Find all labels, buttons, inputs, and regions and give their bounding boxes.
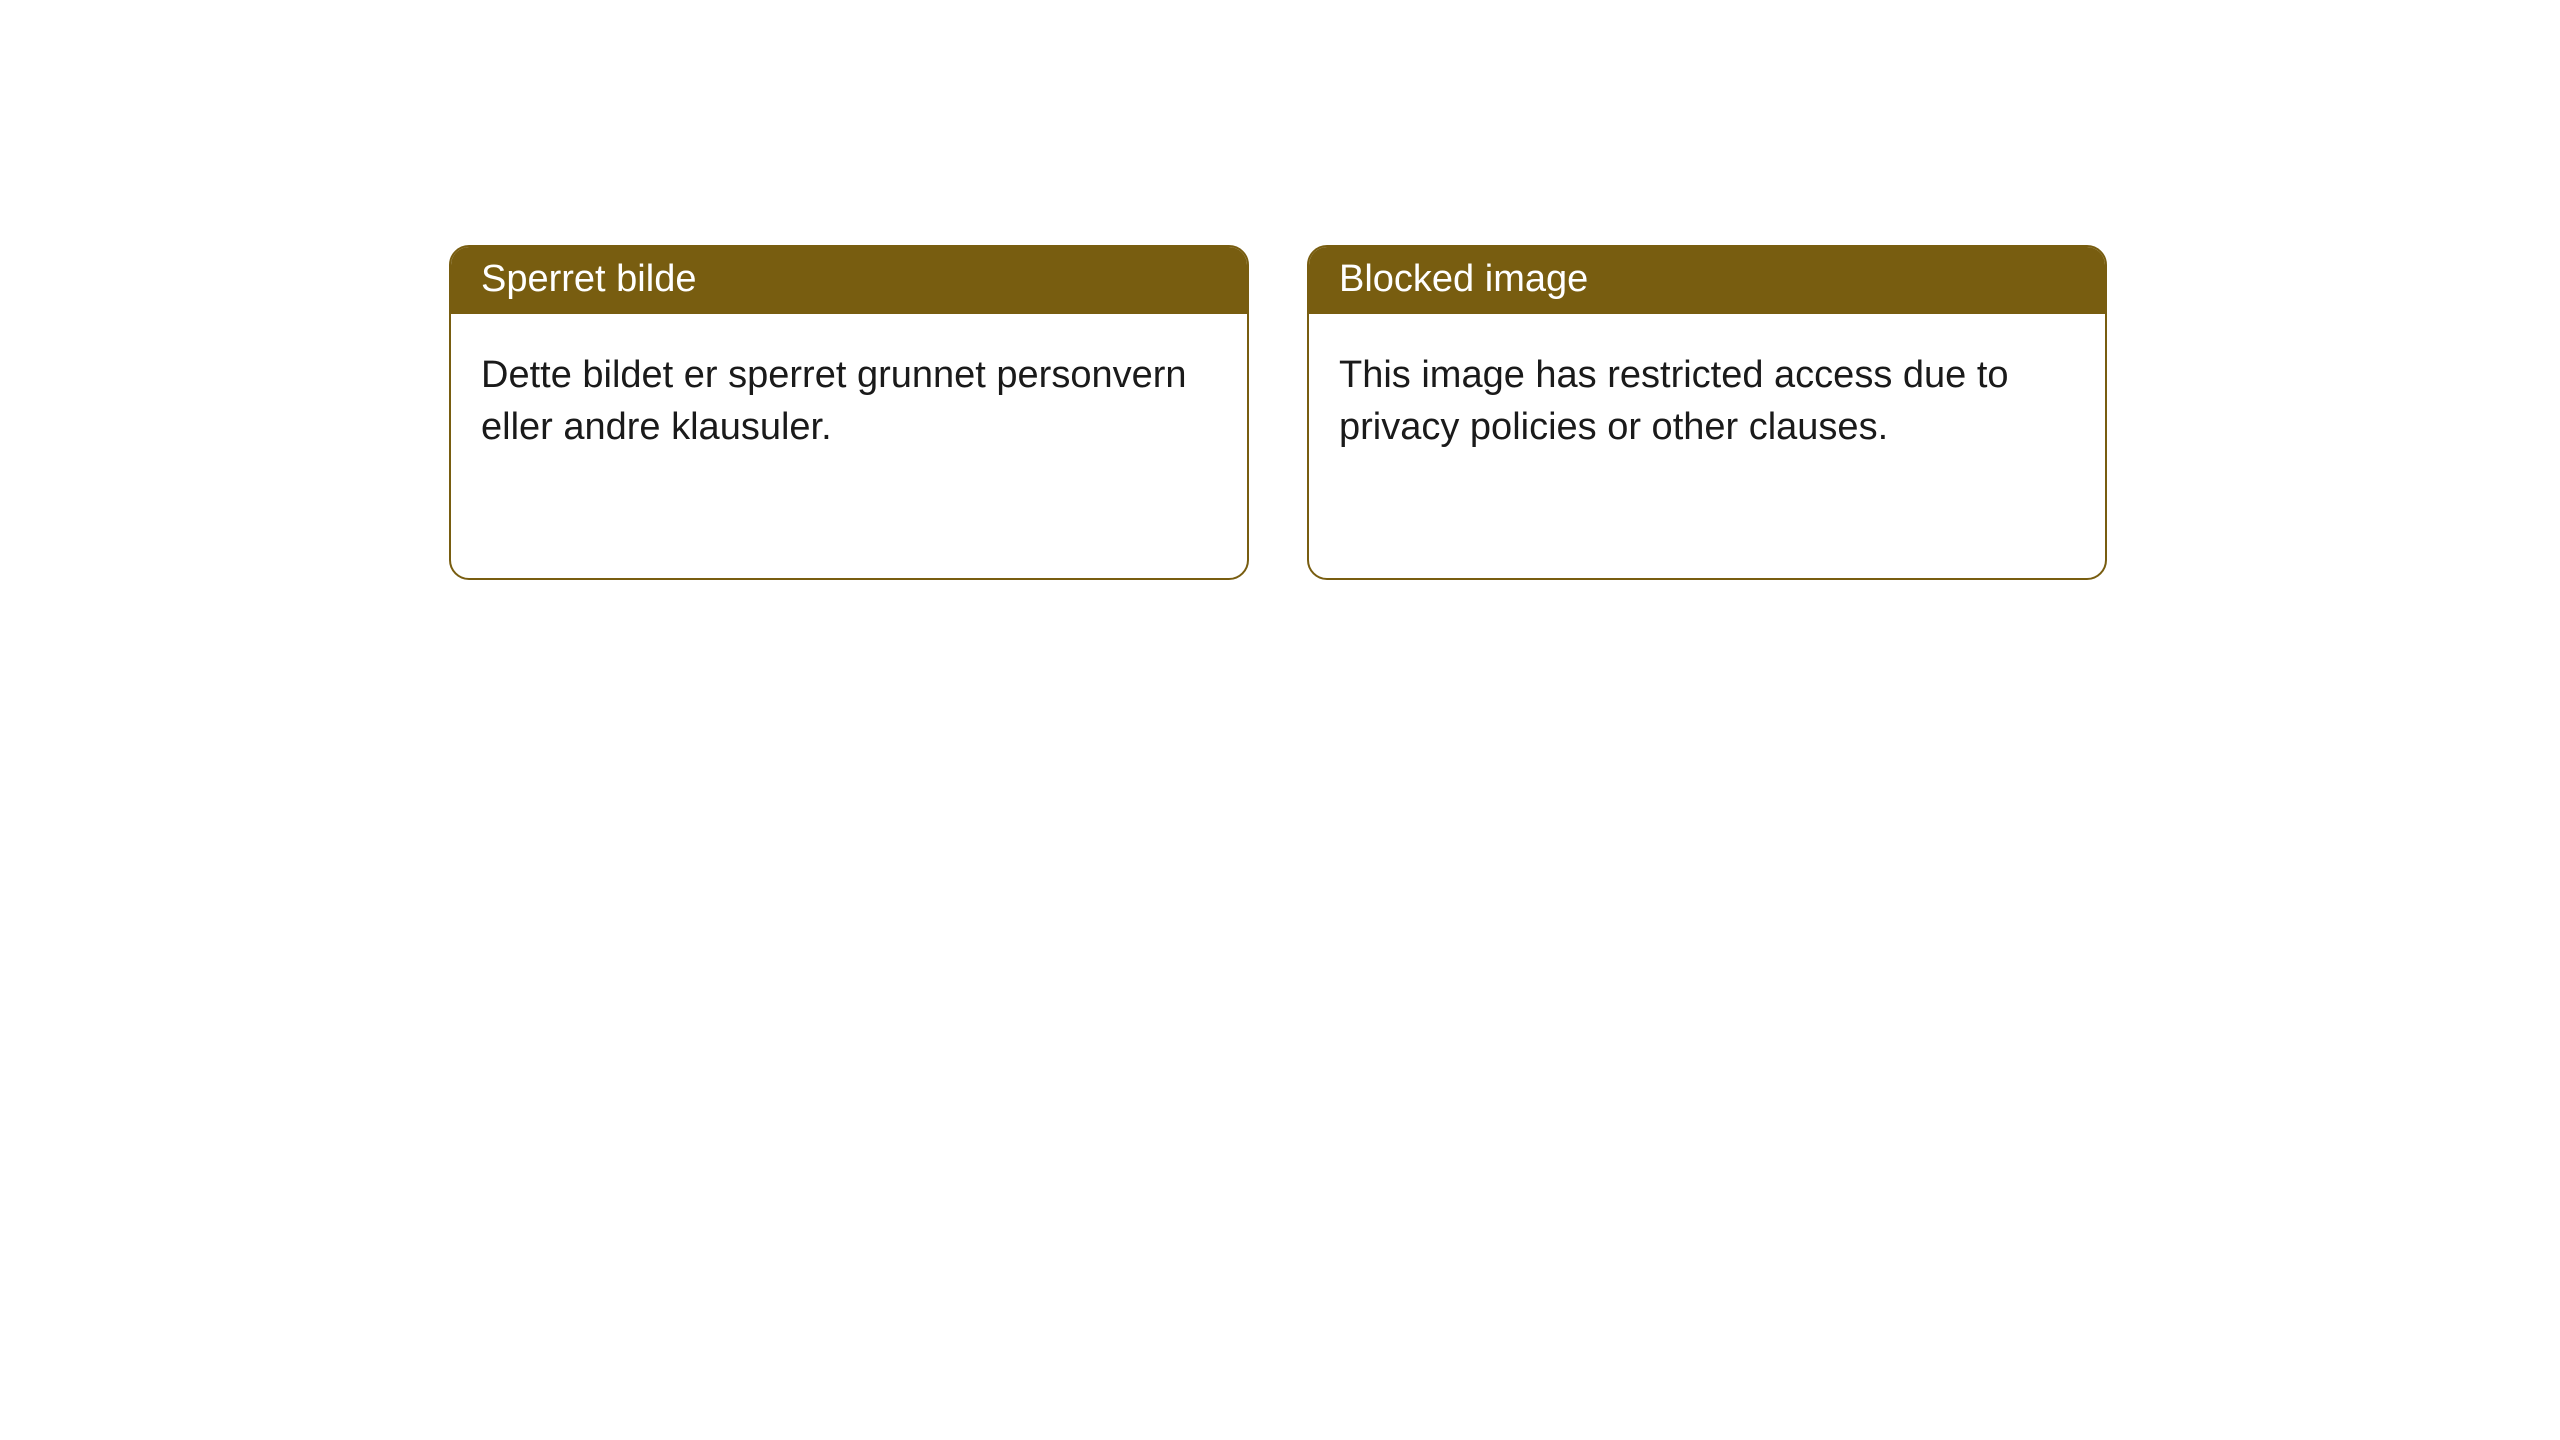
notice-cards-container: Sperret bilde Dette bildet er sperret gr… xyxy=(0,0,2560,580)
card-header: Blocked image xyxy=(1309,247,2105,314)
card-body-text: Dette bildet er sperret grunnet personve… xyxy=(481,354,1187,447)
card-body: This image has restricted access due to … xyxy=(1309,314,2105,483)
card-title: Sperret bilde xyxy=(481,258,696,300)
card-header: Sperret bilde xyxy=(451,247,1247,314)
card-title: Blocked image xyxy=(1339,258,1588,300)
notice-card-norwegian: Sperret bilde Dette bildet er sperret gr… xyxy=(449,245,1249,580)
card-body-text: This image has restricted access due to … xyxy=(1339,354,2009,447)
notice-card-english: Blocked image This image has restricted … xyxy=(1307,245,2107,580)
card-body: Dette bildet er sperret grunnet personve… xyxy=(451,314,1247,483)
